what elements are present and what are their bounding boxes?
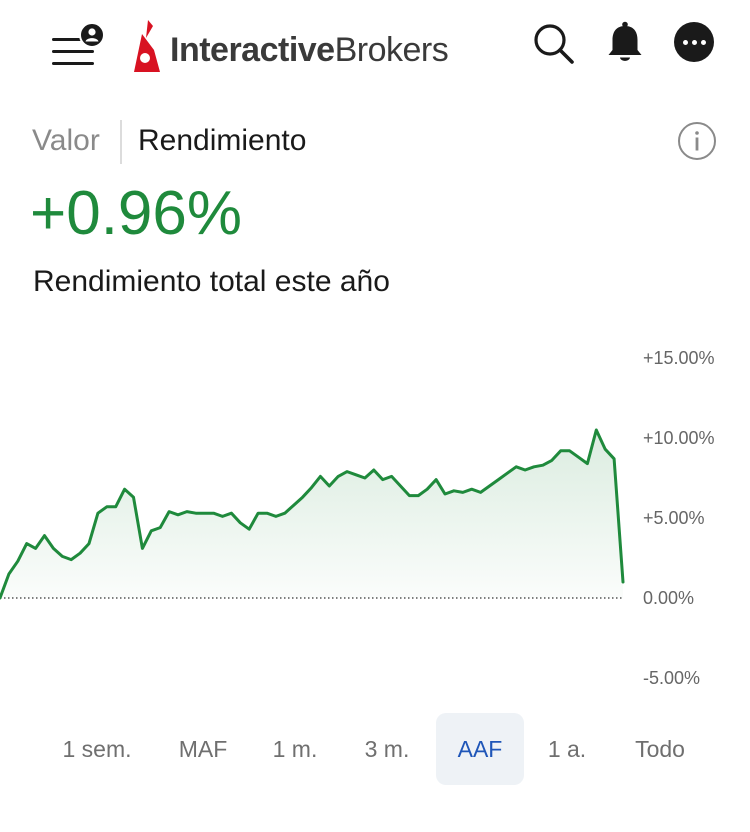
range-3-months-button[interactable]: 3 m. bbox=[364, 736, 410, 762]
user-icon bbox=[79, 22, 105, 48]
brand-logo[interactable]: InteractiveBrokers bbox=[132, 18, 492, 78]
range-1-year-button[interactable]: 1 a. bbox=[547, 736, 587, 762]
logo-text: InteractiveBrokers bbox=[170, 31, 449, 70]
menu-icon bbox=[52, 38, 94, 41]
toggle-valor[interactable]: Valor bbox=[32, 124, 100, 157]
bell-icon bbox=[608, 21, 642, 61]
menu-button[interactable] bbox=[50, 22, 106, 72]
toggle-rendimiento[interactable]: Rendimiento bbox=[138, 124, 307, 157]
y-tick-label: 0.00% bbox=[643, 588, 694, 608]
notifications-button[interactable] bbox=[603, 20, 647, 64]
toggle-divider bbox=[120, 120, 122, 164]
info-icon bbox=[678, 122, 716, 160]
logo-text-interactive: Interactive bbox=[170, 31, 335, 69]
logo-text-brokers: Brokers bbox=[334, 31, 449, 69]
time-range-selector: 1 sem. MAF 1 m. 3 m. AAF 1 a. Todo bbox=[0, 713, 750, 785]
menu-icon-line bbox=[52, 62, 94, 65]
y-tick-label: -5.00% bbox=[643, 668, 700, 688]
y-tick-label: +5.00% bbox=[643, 508, 705, 528]
search-button[interactable] bbox=[532, 20, 576, 64]
logo-mark-icon bbox=[134, 20, 160, 72]
y-tick-label: +15.00% bbox=[643, 348, 715, 368]
total-return-label: Rendimiento total este año bbox=[33, 265, 390, 298]
app-header: InteractiveBrokers bbox=[0, 0, 750, 95]
total-return-value: +0.96% bbox=[30, 179, 243, 248]
series-line bbox=[0, 428, 625, 600]
range-1-week-button[interactable]: 1 sem. bbox=[62, 736, 132, 762]
range-1-month-button[interactable]: 1 m. bbox=[272, 736, 318, 762]
performance-chart[interactable]: +15.00% +10.00% +5.00% 0.00% -5.00% bbox=[0, 330, 750, 700]
range-ytd-button[interactable]: AAF bbox=[436, 713, 524, 785]
menu-icon-line bbox=[52, 50, 94, 53]
more-icon bbox=[674, 22, 714, 62]
series-area bbox=[0, 430, 623, 598]
range-mtd-button[interactable]: MAF bbox=[178, 736, 228, 762]
range-all-button[interactable]: Todo bbox=[635, 736, 685, 762]
y-tick-label: +10.00% bbox=[643, 428, 715, 448]
search-icon bbox=[534, 24, 574, 64]
more-options-button[interactable] bbox=[670, 20, 714, 64]
performance-chart-svg: +15.00% +10.00% +5.00% 0.00% -5.00% bbox=[0, 348, 715, 688]
info-button[interactable] bbox=[677, 121, 717, 161]
